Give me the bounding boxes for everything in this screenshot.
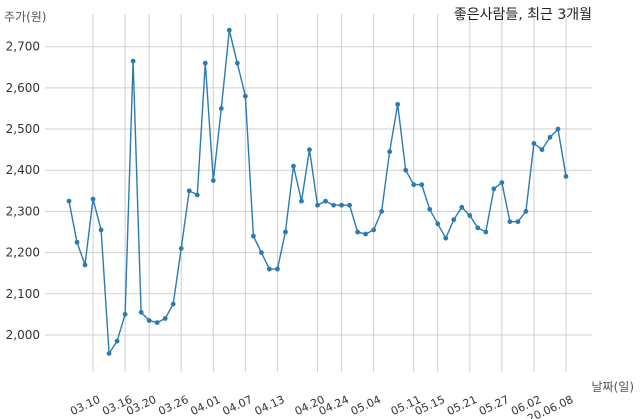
data-point bbox=[170, 301, 176, 307]
data-point bbox=[90, 196, 96, 202]
data-point bbox=[234, 60, 240, 66]
x-tick-label: 04.01 bbox=[189, 393, 223, 418]
data-point bbox=[491, 186, 497, 192]
x-tick-label: 04.13 bbox=[253, 393, 287, 418]
y-tick-label: 2,600 bbox=[6, 81, 40, 95]
data-point bbox=[355, 229, 360, 235]
data-point bbox=[427, 206, 433, 212]
data-point bbox=[499, 180, 505, 185]
data-point bbox=[451, 217, 457, 223]
data-point bbox=[547, 134, 553, 140]
data-point bbox=[218, 106, 224, 111]
data-point bbox=[403, 167, 409, 173]
data-point bbox=[387, 149, 393, 155]
data-point bbox=[122, 311, 128, 317]
data-point bbox=[138, 309, 144, 315]
data-point bbox=[411, 182, 417, 188]
y-tick-label: 2,700 bbox=[6, 40, 40, 54]
data-point bbox=[250, 233, 256, 239]
data-point bbox=[363, 231, 368, 237]
data-point bbox=[226, 27, 232, 33]
data-point bbox=[267, 266, 272, 272]
data-point bbox=[283, 229, 288, 235]
data-point bbox=[186, 188, 192, 194]
data-point bbox=[258, 250, 264, 255]
data-point bbox=[98, 227, 104, 233]
data-point bbox=[106, 351, 112, 356]
y-tick-label: 2,000 bbox=[6, 328, 40, 342]
x-axis-label: 날짜(일) bbox=[591, 380, 634, 394]
data-point bbox=[242, 93, 248, 99]
y-axis-label: 주가(원) bbox=[4, 10, 47, 24]
data-point bbox=[202, 60, 208, 66]
data-point bbox=[178, 246, 184, 251]
x-tick-label: 05.04 bbox=[349, 393, 383, 418]
data-point bbox=[483, 229, 489, 235]
y-tick-label: 2,200 bbox=[6, 246, 40, 260]
data-point bbox=[331, 202, 336, 208]
x-tick-label: 05.21 bbox=[445, 393, 479, 418]
data-point bbox=[379, 209, 385, 214]
chart-grid bbox=[45, 14, 592, 372]
data-point bbox=[459, 204, 465, 210]
data-point bbox=[315, 202, 320, 208]
data-point bbox=[82, 262, 88, 268]
data-point bbox=[419, 182, 425, 188]
chart-title: 좋은사람들, 최근 3개월 bbox=[453, 7, 592, 23]
data-point bbox=[435, 221, 441, 227]
x-tick-label: 05.27 bbox=[477, 393, 511, 418]
data-point bbox=[291, 163, 296, 169]
x-tick-label: 04.07 bbox=[221, 393, 255, 418]
data-point bbox=[339, 202, 344, 208]
data-point bbox=[323, 198, 328, 204]
data-point bbox=[555, 126, 561, 132]
data-point bbox=[395, 101, 401, 107]
data-point bbox=[299, 198, 304, 204]
data-point bbox=[475, 225, 481, 231]
data-point bbox=[539, 147, 545, 153]
data-point bbox=[443, 235, 449, 241]
data-point bbox=[307, 147, 312, 153]
data-point bbox=[515, 219, 521, 225]
data-point bbox=[210, 178, 216, 183]
data-point bbox=[563, 174, 569, 179]
data-point bbox=[66, 198, 72, 204]
y-tick-label: 2,400 bbox=[6, 163, 40, 177]
data-point bbox=[507, 219, 513, 225]
data-point bbox=[154, 320, 160, 325]
data-point bbox=[162, 316, 168, 321]
x-tick-label: 03.10 bbox=[68, 393, 102, 418]
data-point bbox=[523, 209, 529, 214]
data-point bbox=[130, 58, 136, 64]
series-points bbox=[66, 27, 569, 356]
y-tick-label: 2,500 bbox=[6, 122, 40, 136]
data-point bbox=[531, 141, 537, 146]
data-point bbox=[371, 227, 377, 233]
y-tick-label: 2,100 bbox=[6, 287, 40, 301]
data-point bbox=[114, 338, 120, 344]
data-point bbox=[467, 213, 473, 218]
data-point bbox=[275, 266, 280, 272]
x-tick-label: 03.26 bbox=[156, 393, 190, 418]
y-tick-label: 2,300 bbox=[6, 204, 40, 218]
data-point bbox=[146, 318, 152, 323]
y-axis-ticks: 2,000 2,100 2,200 2,300 2,400 2,500 2,600 2,700 bbox=[6, 40, 40, 342]
data-point bbox=[74, 239, 80, 245]
data-point bbox=[194, 192, 200, 198]
data-point bbox=[347, 202, 352, 208]
